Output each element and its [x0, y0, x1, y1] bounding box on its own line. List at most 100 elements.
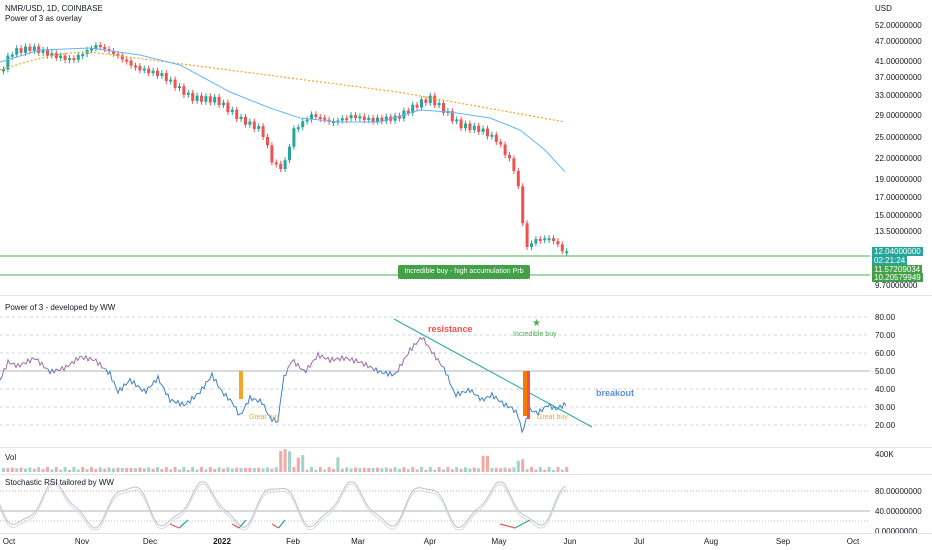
volume-bar	[354, 467, 357, 472]
candle-body	[362, 116, 366, 121]
volume-bar	[178, 469, 181, 472]
volume-bar	[261, 468, 265, 472]
volume-bar	[252, 468, 256, 472]
power3-line	[375, 367, 379, 374]
candle-body	[252, 121, 256, 129]
volume-bar	[32, 468, 36, 472]
candle-body	[164, 73, 168, 81]
power3-line	[0, 376, 3, 381]
volume-bar	[85, 469, 89, 472]
candle-body	[24, 46, 27, 53]
volume-bar	[486, 455, 489, 472]
volume-bar	[499, 468, 503, 472]
volume-bar	[134, 468, 137, 472]
candle-body	[424, 99, 428, 103]
chart-canvas[interactable]	[0, 0, 870, 550]
candle-body	[204, 96, 208, 102]
price-tick: 17.00000000	[875, 193, 922, 202]
volume-bar	[222, 468, 225, 472]
volume-bar	[248, 467, 252, 472]
overlay-indicator-title[interactable]: Power of 3 as overlay	[5, 14, 82, 23]
stoch-rsi-title[interactable]: Stochastic RSI tailored by WW	[5, 478, 114, 487]
candle-body	[481, 128, 485, 132]
volume-bar	[173, 467, 177, 472]
volume-bar	[151, 468, 155, 472]
symbol-title[interactable]: NMR/USD, 1D, COINBASE	[5, 4, 103, 13]
pane-separator[interactable]	[0, 447, 932, 448]
candle-body	[318, 117, 322, 120]
volume-bar	[305, 469, 309, 472]
great-buy-bar	[523, 371, 527, 416]
stoch-oversold-marker	[499, 523, 516, 529]
candle-body	[208, 96, 212, 103]
candle-body	[376, 117, 379, 122]
power3-line	[305, 350, 377, 374]
time-label-2022: 2022	[213, 537, 231, 546]
volume-bar	[19, 467, 23, 472]
volume-bar	[129, 467, 133, 472]
volume-bar	[156, 467, 159, 472]
volume-bar	[411, 467, 415, 472]
volume-bar	[450, 469, 454, 472]
volume-bar	[437, 467, 441, 472]
power3-tick: 40.00	[875, 385, 896, 394]
volume-bar	[191, 467, 195, 472]
volume-bar	[525, 469, 529, 472]
power3-line	[1, 356, 49, 377]
candle-body	[15, 48, 19, 55]
volume-bar	[169, 469, 173, 472]
volume-bar	[2, 467, 5, 472]
power3-line	[285, 358, 305, 376]
volume-bar	[516, 460, 520, 472]
candle-body	[50, 53, 54, 56]
pane-separator[interactable]	[0, 474, 932, 475]
power3-line	[105, 369, 287, 424]
candle-body	[358, 116, 362, 119]
candle-body	[261, 126, 265, 138]
candle-body	[314, 114, 318, 118]
candle-body	[147, 68, 151, 74]
candle-body	[270, 145, 274, 163]
volume-bar	[389, 468, 393, 472]
volume-bar	[103, 468, 107, 472]
resistance-label: resistance	[428, 324, 473, 334]
power3-title[interactable]: Power of 3 - developed by WW	[5, 303, 116, 312]
pane-separator[interactable]	[0, 533, 932, 534]
candle-body	[169, 79, 173, 82]
candle-body	[274, 162, 278, 165]
candle-body	[226, 102, 230, 113]
candle-body	[415, 104, 419, 108]
volume-bar	[459, 468, 463, 472]
candle-body	[556, 241, 560, 245]
candle-body	[182, 86, 186, 95]
volume-bar	[81, 467, 85, 472]
volume-bar	[556, 467, 560, 472]
time-label-jun: Jun	[563, 537, 577, 546]
volume-bar	[37, 467, 41, 472]
price-axis[interactable]: USD 52.00000000 47.00000000 41.00000000 …	[870, 0, 932, 550]
volume-bar	[481, 455, 485, 472]
chart-area[interactable]: NMR/USD, 1D, COINBASE Power of 3 as over…	[0, 0, 870, 550]
volume-bar	[468, 468, 472, 472]
candle-body	[266, 137, 269, 146]
candle-body	[543, 238, 547, 241]
volume-bar	[477, 468, 481, 472]
candle-body	[112, 51, 115, 54]
price-tick: 29.00000000	[875, 111, 922, 120]
volume-bar	[547, 467, 551, 472]
candle-body	[406, 110, 410, 114]
candle-body	[411, 104, 415, 114]
pane-separator[interactable]	[0, 295, 932, 296]
volume-bar	[376, 467, 379, 472]
volume-bar	[336, 457, 340, 472]
power3-line	[397, 336, 445, 373]
time-label-aug: Aug	[703, 537, 719, 546]
candle-body	[380, 117, 384, 122]
volume-title[interactable]: Vol	[5, 453, 17, 462]
volume-bar	[10, 467, 14, 472]
level-2-tag: 10.20579949	[872, 273, 923, 282]
power3-line	[49, 368, 53, 375]
volume-bar	[314, 469, 318, 472]
candle-body	[2, 69, 5, 72]
volume-bar	[116, 467, 120, 472]
